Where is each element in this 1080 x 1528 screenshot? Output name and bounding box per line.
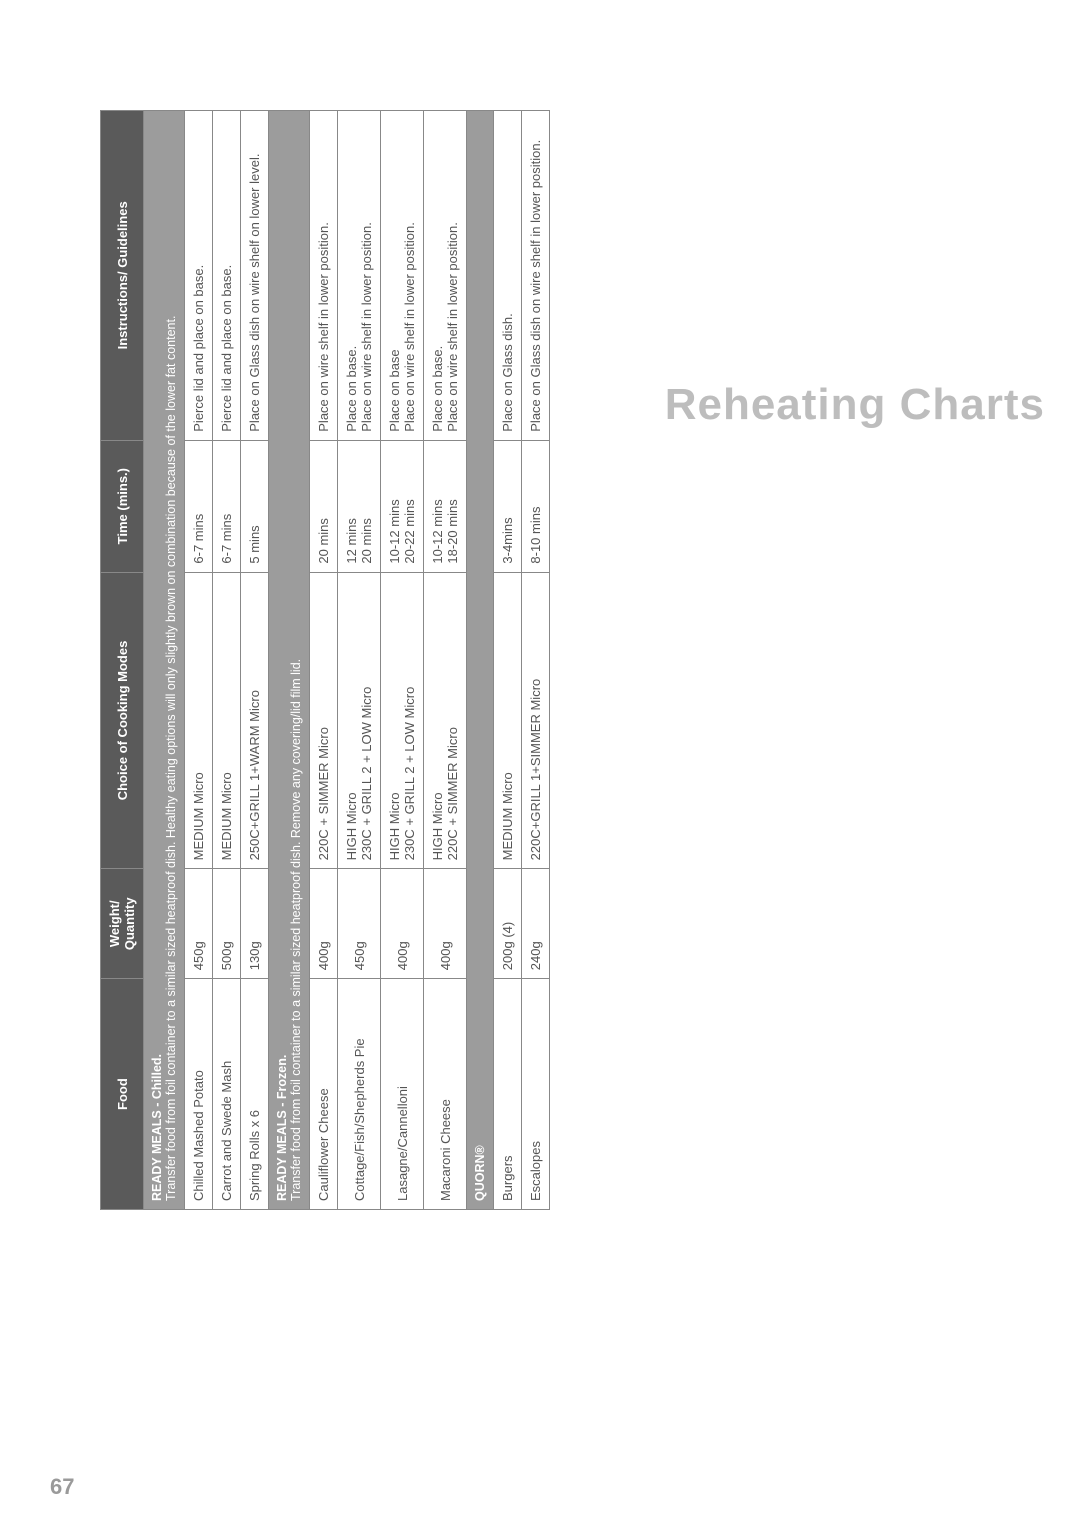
cell-instr: Pierce lid and place on base. xyxy=(213,111,241,441)
table-row: Macaroni Cheese 400g HIGH Micro 220C + S… xyxy=(424,111,467,1210)
table-row: Carrot and Swede Mash 500g MEDIUM Micro … xyxy=(213,111,241,1210)
table-container: Food Weight/ Quantity Choice of Cooking … xyxy=(100,110,550,1210)
cell-weight: 130g xyxy=(241,869,269,979)
cell-modes: HIGH Micro 220C + SIMMER Micro xyxy=(424,572,467,869)
col-food: Food xyxy=(101,979,144,1210)
cell-weight: 450g xyxy=(338,869,381,979)
cell-food: Cottage/Fish/Shepherds Pie xyxy=(338,979,381,1210)
cell-time: 10-12 mins 20-22 mins xyxy=(381,440,424,572)
cell-modes: MEDIUM Micro xyxy=(494,572,522,869)
cell-food: Escalopes xyxy=(522,979,550,1210)
cell-time: 6-7 mins xyxy=(213,440,241,572)
cell-time: 20 mins xyxy=(310,440,338,572)
cell-weight: 500g xyxy=(213,869,241,979)
cell-weight: 240g xyxy=(522,869,550,979)
section-heading: READY MEALS - Chilled. xyxy=(150,1054,164,1201)
cell-instr: Place on base. Place on wire shelf in lo… xyxy=(424,111,467,441)
table-row: Escalopes 240g 220C+GRILL 1+SIMMER Micro… xyxy=(522,111,550,1210)
cell-food: Cauliflower Cheese xyxy=(310,979,338,1210)
cell-time: 5 mins xyxy=(241,440,269,572)
table-row: Spring Rolls x 6 130g 250C+GRILL 1+WARM … xyxy=(241,111,269,1210)
cell-instr: Place on base. Place on wire shelf in lo… xyxy=(338,111,381,441)
cell-weight: 400g xyxy=(381,869,424,979)
section-chilled: READY MEALS - Chilled. Transfer food fro… xyxy=(144,111,185,1210)
cell-instr: Place on Glass dish on wire shelf on low… xyxy=(241,111,269,441)
cell-instr: Pierce lid and place on base. xyxy=(185,111,213,441)
cell-food: Burgers xyxy=(494,979,522,1210)
cell-food: Carrot and Swede Mash xyxy=(213,979,241,1210)
table-row: Cottage/Fish/Shepherds Pie 450g HIGH Mic… xyxy=(338,111,381,1210)
cell-instr: Place on Glass dish. xyxy=(494,111,522,441)
cell-time: 6-7 mins xyxy=(185,440,213,572)
cell-time: 12 mins 20 mins xyxy=(338,440,381,572)
cell-time: 8-10 mins xyxy=(522,440,550,572)
cell-food: Lasagne/Cannelloni xyxy=(381,979,424,1210)
table-row: Burgers 200g (4) MEDIUM Micro 3-4mins Pl… xyxy=(494,111,522,1210)
cell-modes: HIGH Micro 230C + GRILL 2 + LOW Micro xyxy=(381,572,424,869)
table-row: Chilled Mashed Potato 450g MEDIUM Micro … xyxy=(185,111,213,1210)
cell-instr: Place on Glass dish on wire shelf in low… xyxy=(522,111,550,441)
section-quorn: QUORN® xyxy=(467,111,494,1210)
col-instr: Instructions/ Guidelines xyxy=(101,111,144,441)
cell-modes: MEDIUM Micro xyxy=(185,572,213,869)
cell-weight: 450g xyxy=(185,869,213,979)
cell-modes: MEDIUM Micro xyxy=(213,572,241,869)
cell-weight: 200g (4) xyxy=(494,869,522,979)
cell-instr: Place on base Place on wire shelf in low… xyxy=(381,111,424,441)
col-time: Time (mins.) xyxy=(101,440,144,572)
cell-food: Macaroni Cheese xyxy=(424,979,467,1210)
section-heading: QUORN® xyxy=(467,111,494,1210)
cell-time: 10-12 mins 18-20 mins xyxy=(424,440,467,572)
cell-modes: 220C + SIMMER Micro xyxy=(310,572,338,869)
section-frozen: READY MEALS - Frozen. Transfer food from… xyxy=(269,111,310,1210)
cell-modes: 250C+GRILL 1+WARM Micro xyxy=(241,572,269,869)
reheating-table: Food Weight/ Quantity Choice of Cooking … xyxy=(100,110,550,1210)
cell-modes: 220C+GRILL 1+SIMMER Micro xyxy=(522,572,550,869)
cell-food: Chilled Mashed Potato xyxy=(185,979,213,1210)
cell-instr: Place on wire shelf in lower position. xyxy=(310,111,338,441)
cell-time: 3-4mins xyxy=(494,440,522,572)
cell-modes: HIGH Micro 230C + GRILL 2 + LOW Micro xyxy=(338,572,381,869)
table-row: Cauliflower Cheese 400g 220C + SIMMER Mi… xyxy=(310,111,338,1210)
section-note: Transfer food from foil container to a s… xyxy=(164,316,178,1201)
side-title: Reheating Charts xyxy=(665,380,1045,430)
cell-weight: 400g xyxy=(424,869,467,979)
table-row: Lasagne/Cannelloni 400g HIGH Micro 230C … xyxy=(381,111,424,1210)
col-weight: Weight/ Quantity xyxy=(101,869,144,979)
cell-weight: 400g xyxy=(310,869,338,979)
section-heading: READY MEALS - Frozen. xyxy=(275,1055,289,1201)
col-modes: Choice of Cooking Modes xyxy=(101,572,144,869)
header-row: Food Weight/ Quantity Choice of Cooking … xyxy=(101,111,144,1210)
cell-food: Spring Rolls x 6 xyxy=(241,979,269,1210)
section-note: Transfer food from foil container to a s… xyxy=(289,659,303,1201)
page-number: 67 xyxy=(50,1474,74,1500)
